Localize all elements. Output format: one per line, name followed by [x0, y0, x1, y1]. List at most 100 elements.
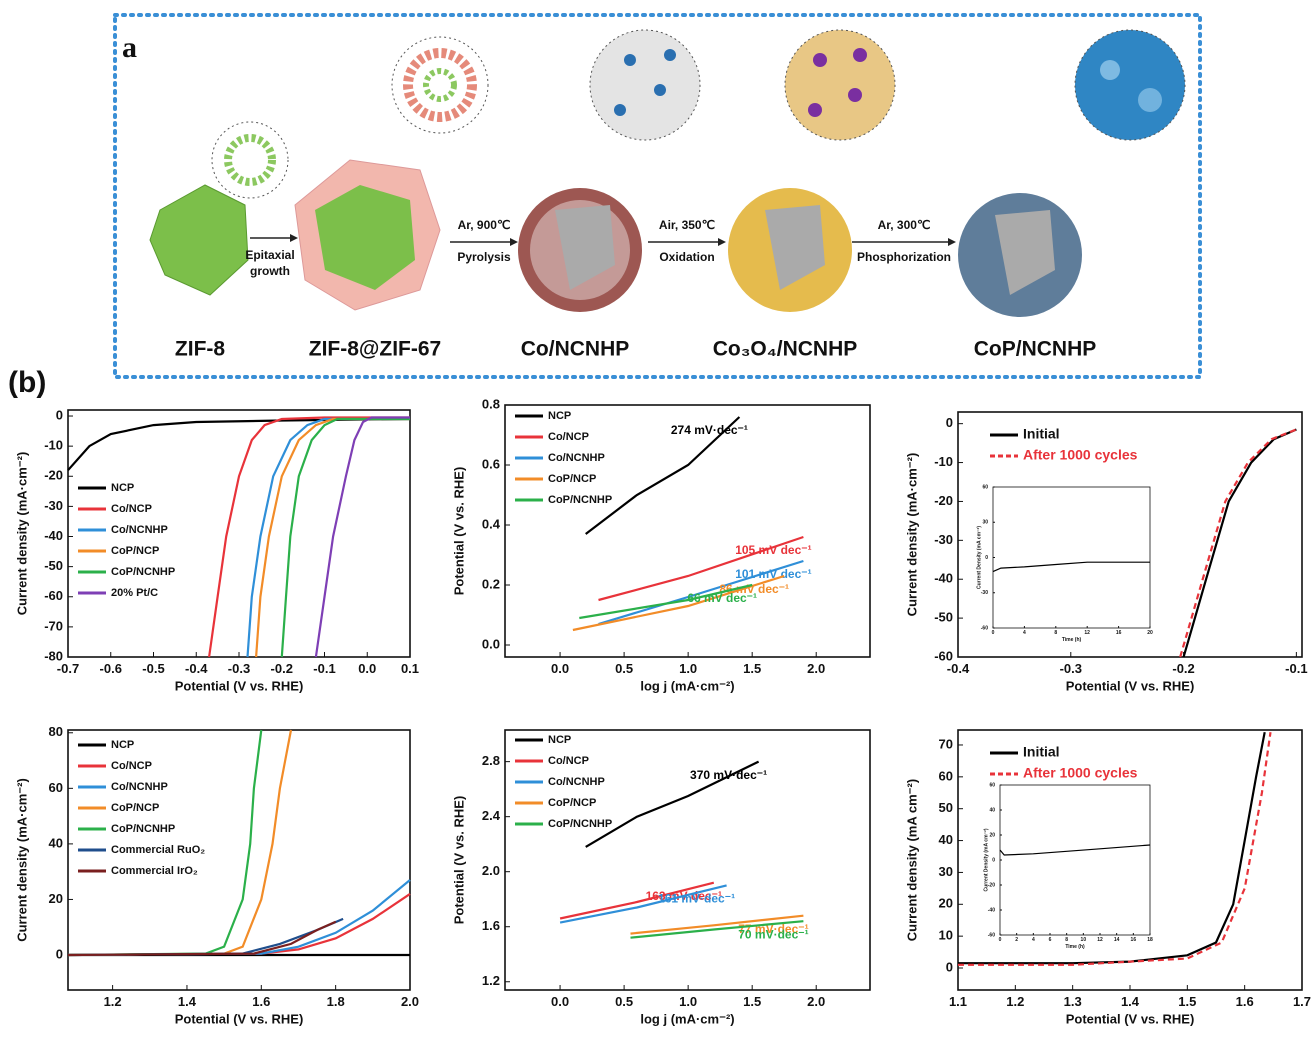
- y-axis-label: Current density (mA·cm⁻²): [904, 453, 919, 617]
- x-axis-label: Potential (V vs. RHE): [175, 678, 304, 693]
- y-tick-label: -40: [988, 907, 995, 913]
- step-label: Oxidation: [659, 250, 714, 264]
- y-tick-label: 2.8: [482, 753, 500, 768]
- stage-label: Co/NCNHP: [521, 338, 630, 361]
- series-line: [314, 416, 410, 658]
- legend-label: NCP: [111, 739, 134, 751]
- legend-label: 20% Pt/C: [111, 587, 158, 599]
- plot-frame: [992, 486, 1151, 629]
- legend-label: Co/NCNHP: [111, 524, 168, 536]
- y-tick-label: 0: [56, 946, 63, 961]
- legend-label: Initial: [1023, 744, 1060, 760]
- x-axis-label: Potential (V vs. RHE): [1066, 678, 1195, 693]
- stage-label: Co₃O₄/NCNHP: [713, 338, 858, 361]
- x-tick-label: 1.5: [743, 661, 761, 676]
- x-tick-label: -0.4: [947, 661, 970, 676]
- y-tick-label: 80: [49, 724, 63, 739]
- y-tick-label: -60: [934, 648, 953, 663]
- series-line: [585, 760, 760, 848]
- legend-label: Co/NCP: [111, 760, 152, 772]
- legend-label: Co/NCNHP: [548, 776, 605, 788]
- x-tick-label: 1.5: [743, 994, 761, 1009]
- y-tick-label: 60: [49, 780, 63, 795]
- series-line: [67, 729, 263, 957]
- x-tick-label: 1.3: [1064, 994, 1082, 1009]
- stage-label: ZIF-8@ZIF-67: [309, 338, 441, 361]
- legend-label: NCP: [111, 482, 134, 494]
- x-axis-label: log j (mA·cm⁻²): [640, 1011, 734, 1026]
- y-axis-label: Current density (mA·cm⁻²): [14, 452, 29, 616]
- y-tick-label: -10: [934, 454, 953, 469]
- x-tick-label: 0.5: [615, 994, 633, 1009]
- series-line: [1179, 428, 1297, 658]
- legend-label: Initial: [1023, 426, 1060, 442]
- y-tick-label: 0.8: [482, 396, 500, 411]
- y-tick-label: -80: [44, 648, 63, 663]
- legend-label: Commercial RuO₂: [111, 844, 205, 856]
- x-tick-label: 8: [1065, 937, 1068, 943]
- y-tick-label: -50: [934, 610, 953, 625]
- x-tick-label: 2: [1015, 937, 1018, 943]
- x-tick-label: -0.2: [1172, 661, 1194, 676]
- y-tick-label: 40: [49, 835, 63, 850]
- y-tick-label: 60: [939, 768, 953, 783]
- x-tick-label: 0: [999, 937, 1002, 943]
- legend-label: Co/NCP: [548, 755, 589, 767]
- slope-label: 161 mV·dec⁻¹: [658, 892, 735, 906]
- slope-label: 101 mV dec⁻¹: [735, 567, 811, 581]
- x-tick-label: -0.7: [57, 661, 79, 676]
- legend-label: CoP/NCNHP: [548, 494, 612, 506]
- y-tick-label: 60: [989, 782, 995, 788]
- series-line: [585, 416, 741, 535]
- y-axis-label: Current density (mA·cm⁻²): [14, 778, 29, 942]
- series-line: [67, 879, 411, 957]
- series-line: [598, 559, 804, 626]
- y-tick-label: 70: [939, 736, 953, 751]
- legend-label: Commercial IrO₂: [111, 865, 198, 877]
- series-line: [208, 416, 410, 658]
- x-tick-label: 1.0: [679, 661, 697, 676]
- y-tick-label: 2.0: [482, 863, 500, 878]
- y-tick-label: -60: [981, 625, 988, 631]
- y-tick-label: -50: [44, 558, 63, 573]
- x-tick-label: -0.1: [1285, 661, 1307, 676]
- slope-label: 66 mV dec⁻¹: [687, 591, 757, 605]
- y-tick-label: -60: [44, 588, 63, 603]
- x-axis-label: Potential (V vs. RHE): [1066, 1011, 1195, 1026]
- y-tick-label: 0.0: [482, 636, 500, 651]
- legend-label: Co/NCP: [548, 431, 589, 443]
- y-axis-label: Current Density (mA cm⁻²): [983, 828, 989, 891]
- slope-label: 70 mV·dec⁻¹: [738, 927, 808, 941]
- plot-frame: [67, 729, 411, 991]
- x-tick-label: 8: [1054, 630, 1057, 636]
- y-tick-label: 2.4: [482, 808, 501, 823]
- y-tick-label: 10: [939, 928, 953, 943]
- x-tick-label: 1.1: [949, 994, 967, 1009]
- series-line: [630, 914, 804, 935]
- step-label: Ar, 300℃: [878, 218, 931, 232]
- legend-label: NCP: [548, 734, 571, 746]
- x-tick-label: 0.5: [615, 661, 633, 676]
- y-tick-label: 40: [939, 832, 953, 847]
- x-tick-label: 16: [1131, 937, 1137, 943]
- x-tick-label: -0.6: [100, 661, 122, 676]
- inset-line: [999, 844, 1151, 856]
- x-tick-label: 1.0: [679, 994, 697, 1009]
- x-tick-label: 12: [1097, 937, 1103, 943]
- plot-frame: [957, 411, 1303, 658]
- y-tick-label: 30: [982, 520, 988, 526]
- x-tick-label: 0.0: [551, 661, 569, 676]
- legend-label: NCP: [548, 410, 571, 422]
- y-axis-label: Current Density (mA cm⁻²): [976, 526, 982, 589]
- x-tick-label: 1.6: [1236, 994, 1254, 1009]
- series-line: [559, 884, 727, 924]
- x-axis-label: Time (h): [1062, 637, 1082, 643]
- x-tick-label: -0.5: [142, 661, 164, 676]
- x-tick-label: 1.4: [178, 994, 197, 1009]
- x-tick-label: 2.0: [807, 661, 825, 676]
- x-tick-label: 1.2: [1006, 994, 1024, 1009]
- legend-label: CoP/NCP: [111, 545, 159, 557]
- panel-frame: [113, 13, 1202, 379]
- x-axis-label: log j (mA·cm⁻²): [640, 678, 734, 693]
